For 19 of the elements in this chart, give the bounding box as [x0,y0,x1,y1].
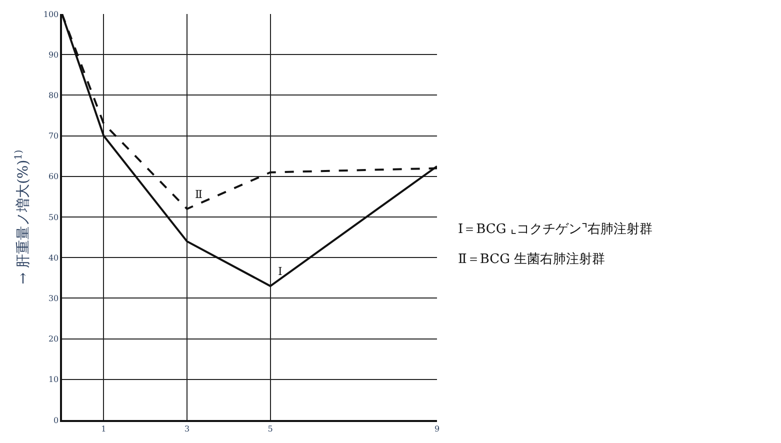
series-label: Ⅰ [278,265,282,278]
x-tick-label: 5 [268,424,273,434]
x-tick-label: 9 [434,424,440,434]
y-tick-label: 100 [43,10,59,19]
y-tick-label: 60 [48,172,59,182]
y-tick-label: 10 [48,375,59,384]
y-tick-label: 20 [48,334,59,344]
text: Ⅰ＝BCG ⌞コクチゲン⌝右肺注射群 [458,222,652,237]
series-label: Ⅱ [195,188,202,201]
y-tick-label: 80 [48,91,59,100]
y-tick-label: 70 [48,132,59,141]
y-tick-label: 0 [54,416,59,425]
y-tick-label: 50 [48,212,59,222]
y-tick-label: 90 [48,50,59,60]
y-tick-label: 30 [48,294,59,303]
x-tick-label: 3 [184,424,190,434]
x-tick-label: 1 [101,424,106,434]
y-tick-label: 40 [48,253,59,262]
text: Ⅱ＝BCG 生菌右肺注射群 [458,252,606,267]
